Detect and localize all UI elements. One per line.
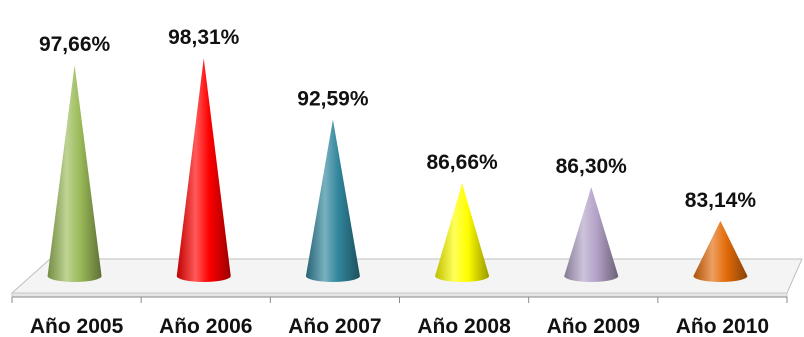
- cone-bar: [564, 186, 619, 282]
- cone-bar: [176, 58, 231, 282]
- data-label: 86,66%: [426, 151, 498, 174]
- cone-series: [47, 58, 748, 282]
- data-label: 97,66%: [39, 33, 111, 56]
- x-tick-labels: Año 2005 Año 2006 Año 2007 Año 2008 Año 2009…: [30, 315, 769, 337]
- data-labels: 97,66% 98,31% 92,59% 86,66% 86,30% 83,14%: [39, 26, 756, 212]
- cone-bar: [47, 65, 102, 282]
- data-label: 86,30%: [556, 155, 628, 178]
- data-label: 83,14%: [685, 189, 757, 212]
- x-axis: [11, 296, 788, 303]
- cone-bar: [305, 119, 360, 282]
- cone-bar: [693, 220, 748, 282]
- floor-front: [11, 292, 788, 298]
- x-tick-label: Año 2007: [288, 315, 381, 337]
- chart-floor: [10, 258, 803, 298]
- x-tick-label: Año 2005: [30, 315, 124, 337]
- x-tick-label: Año 2008: [417, 315, 511, 337]
- x-tick-label: Año 2010: [676, 315, 769, 337]
- x-tick-label: Año 2006: [159, 315, 252, 337]
- x-tick-label: Año 2009: [547, 315, 640, 337]
- cone-bar: [435, 183, 490, 282]
- floor-top: [10, 258, 803, 294]
- x-axis-ticks: [11, 297, 788, 303]
- data-label: 98,31%: [168, 26, 240, 49]
- data-label: 92,59%: [297, 87, 369, 110]
